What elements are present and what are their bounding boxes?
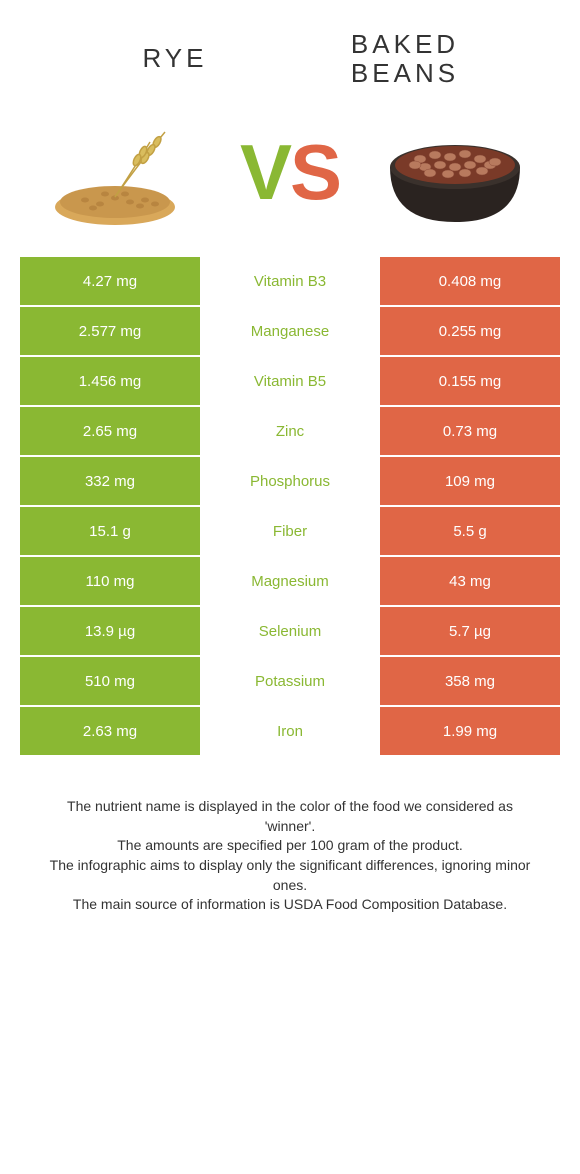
nutrient-right-value: 43 mg [380,557,560,605]
footer-line-2: The amounts are specified per 100 gram o… [40,836,540,856]
nutrient-row: 2.63 mgIron1.99 mg [20,707,560,757]
nutrient-row: 13.9 µgSelenium5.7 µg [20,607,560,657]
titles-row: RYE BAKED BEANS [20,10,560,97]
nutrient-left-value: 2.63 mg [20,707,200,755]
vs-label: VS [240,127,340,218]
nutrient-right-value: 0.408 mg [380,257,560,305]
nutrient-right-value: 0.155 mg [380,357,560,405]
nutrient-name: Iron [200,707,380,755]
nutrient-name: Selenium [200,607,380,655]
nutrient-name: Phosphorus [200,457,380,505]
nutrient-name: Potassium [200,657,380,705]
nutrient-right-value: 1.99 mg [380,707,560,755]
nutrient-right-value: 0.255 mg [380,307,560,355]
nutrient-name: Magnesium [200,557,380,605]
footer-notes: The nutrient name is displayed in the co… [20,757,560,915]
rye-grain-icon [45,112,205,232]
title-left: RYE [60,44,290,73]
vs-row: VS [20,97,560,257]
nutrient-row: 1.456 mgVitamin B50.155 mg [20,357,560,407]
nutrient-left-value: 510 mg [20,657,200,705]
nutrient-row: 2.577 mgManganese0.255 mg [20,307,560,357]
nutrient-row: 510 mgPotassium358 mg [20,657,560,707]
nutrient-left-value: 4.27 mg [20,257,200,305]
nutrient-left-value: 13.9 µg [20,607,200,655]
infographic: RYE BAKED BEANS [0,0,580,915]
nutrient-left-value: 1.456 mg [20,357,200,405]
nutrient-name: Manganese [200,307,380,355]
nutrient-name: Zinc [200,407,380,455]
nutrient-table: 4.27 mgVitamin B30.408 mg2.577 mgMangane… [20,257,560,757]
footer-line-3: The infographic aims to display only the… [40,856,540,895]
baked-beans-icon [370,107,540,237]
nutrient-left-value: 2.65 mg [20,407,200,455]
nutrient-row: 332 mgPhosphorus109 mg [20,457,560,507]
title-right: BAKED BEANS [290,30,520,87]
nutrient-right-value: 5.7 µg [380,607,560,655]
nutrient-name: Vitamin B3 [200,257,380,305]
footer-line-4: The main source of information is USDA F… [40,895,540,915]
nutrient-left-value: 15.1 g [20,507,200,555]
title-right-l1: BAKED [290,30,520,59]
title-right-l2: BEANS [290,59,520,88]
nutrient-row: 2.65 mgZinc0.73 mg [20,407,560,457]
beans-image [370,107,540,237]
nutrient-left-value: 110 mg [20,557,200,605]
nutrient-right-value: 0.73 mg [380,407,560,455]
footer-line-1: The nutrient name is displayed in the co… [40,797,540,836]
nutrient-left-value: 332 mg [20,457,200,505]
vs-s: S [290,128,340,216]
nutrient-right-value: 5.5 g [380,507,560,555]
nutrient-name: Fiber [200,507,380,555]
vs-v: V [240,128,290,216]
nutrient-right-value: 109 mg [380,457,560,505]
nutrient-row: 110 mgMagnesium43 mg [20,557,560,607]
nutrient-left-value: 2.577 mg [20,307,200,355]
rye-image [40,107,210,237]
nutrient-row: 15.1 gFiber5.5 g [20,507,560,557]
nutrient-name: Vitamin B5 [200,357,380,405]
nutrient-right-value: 358 mg [380,657,560,705]
nutrient-row: 4.27 mgVitamin B30.408 mg [20,257,560,307]
